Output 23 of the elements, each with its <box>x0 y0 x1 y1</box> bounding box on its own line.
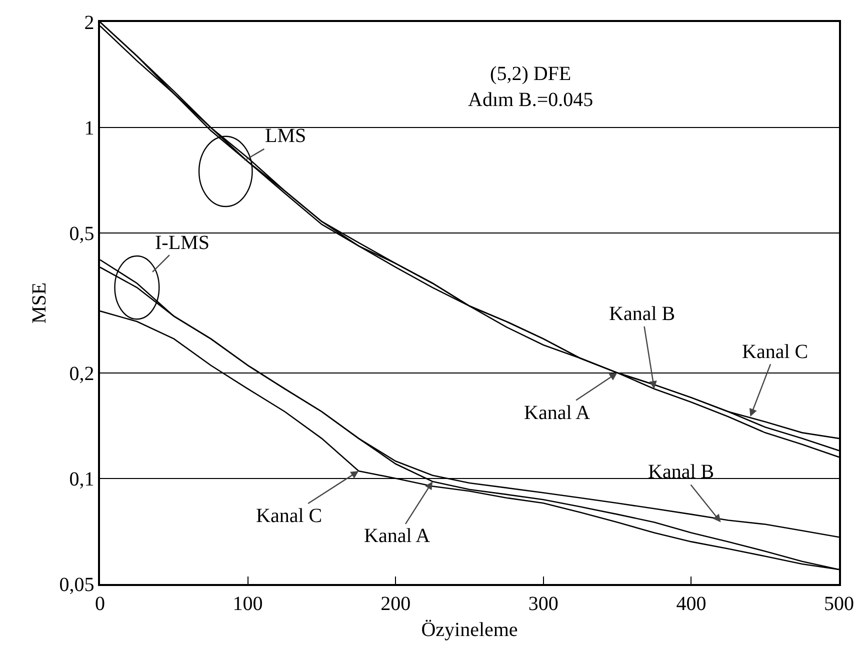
y-tick-label: 0,5 <box>69 223 94 246</box>
x-tick-label: 200 <box>380 592 411 615</box>
x-tick-label: 100 <box>232 592 263 615</box>
annotation: LMS <box>265 125 306 147</box>
annotation: Kanal B <box>609 303 676 325</box>
annotation: Kanal C <box>256 505 322 527</box>
annotation: Kanal A <box>524 402 591 424</box>
annotation: (5,2) DFE Adım B.=0.045 <box>468 63 594 111</box>
y-tick-label: 0,05 <box>59 574 94 596</box>
y-tick-label: 0,2 <box>69 362 94 385</box>
x-axis-title: Özyineleme <box>421 618 518 641</box>
y-tick-label: 0,1 <box>69 468 94 490</box>
y-tick-label: 1 <box>84 118 94 140</box>
x-tick-label: 400 <box>676 592 706 615</box>
x-tick-label: 500 <box>824 592 854 615</box>
x-tick-label: 0 <box>95 592 105 615</box>
annotation: Kanal A <box>364 525 431 547</box>
annotation: Kanal C <box>742 341 808 363</box>
annotation: Kanal B <box>648 461 714 483</box>
annotation: I-LMS <box>155 232 210 254</box>
y-tick-label: 2 <box>84 12 94 34</box>
x-tick-label: 300 <box>528 592 558 615</box>
y-axis-title: MSE <box>28 282 50 324</box>
